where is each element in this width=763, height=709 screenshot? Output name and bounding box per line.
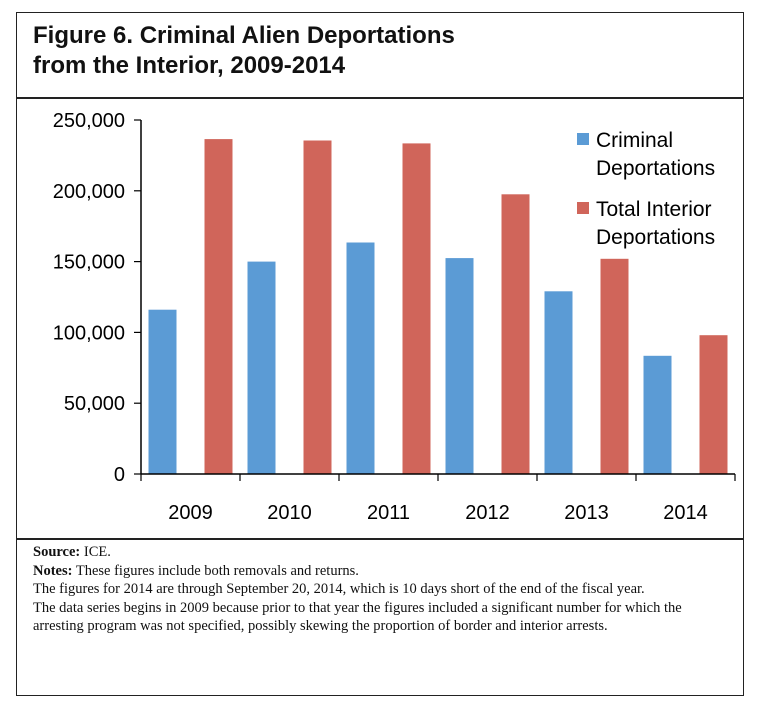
legend-label-total-0: Total Interior (596, 198, 712, 221)
bar-total-2014 (699, 335, 728, 474)
source-label: Source: (33, 544, 81, 560)
figure-title: Figure 6. Criminal Alien Deportations fr… (33, 21, 455, 81)
title-divider (17, 97, 743, 99)
source-line: Source: ICE. (33, 543, 733, 562)
bar-total-2011 (402, 143, 431, 474)
legend-swatch-total (577, 202, 589, 214)
bar-chart: 2009 2010 2011 2012 2013 2014 0 50,000 100,000 15… (53, 110, 736, 524)
bar-criminal-2013 (544, 291, 573, 474)
y-tick-label-200000: 200,000 (53, 181, 125, 203)
bar-criminal-2014 (643, 355, 672, 474)
bar-criminal-2011 (346, 242, 375, 474)
axes-layer: 2009 2010 2011 2012 2013 2014 0 50,000 100,000 15… (53, 110, 736, 524)
bar-total-2010 (303, 140, 332, 474)
x-tick-label-2014: 2014 (663, 502, 708, 524)
bar-criminal-2012 (445, 258, 474, 474)
x-tick-label-2010: 2010 (267, 502, 312, 524)
x-tick-label-2009: 2009 (168, 502, 213, 524)
y-tick-label-150000: 150,000 (53, 252, 125, 274)
legend-label-criminal-0: Criminal (596, 129, 673, 152)
x-tick-label-2011: 2011 (367, 502, 410, 524)
notes-label: Notes: (33, 562, 73, 579)
bar-total-2009 (204, 139, 233, 474)
bar-total-2012 (501, 194, 530, 475)
y-tick-label-100000: 100,000 (53, 322, 125, 344)
notes-line: Notes: These figures include both remova… (33, 562, 733, 581)
note-2014-cutoff: The figures for 2014 are through Septemb… (33, 581, 645, 598)
figure-title-line2: from the Interior, 2009-2014 (33, 52, 346, 79)
legend-label-total-1: Deportations (596, 226, 715, 249)
y-tick-label-250000: 250,000 (53, 110, 125, 132)
y-tick-label-50000: 50,000 (64, 393, 125, 415)
bar-total-2013 (600, 258, 629, 474)
notes-text: These figures include both removals and … (75, 562, 359, 579)
bars-layer (148, 139, 728, 475)
figure-frame: Figure 6. Criminal Alien Deportations fr… (16, 12, 744, 696)
x-tick-label-2012: 2012 (465, 502, 510, 524)
legend-label-criminal-1: Deportations (596, 157, 715, 180)
legend: Criminal Deportations Total Interior Deport… (577, 129, 715, 249)
figure-title-line1: Figure 6. Criminal Alien Deportations (33, 22, 455, 49)
y-tick-label-0: 0 (114, 464, 125, 486)
notes-divider (17, 538, 743, 540)
source-text: ICE. (83, 544, 111, 560)
bar-criminal-2009 (148, 309, 177, 474)
notes-block: Source: ICE. Notes: These figures includ… (33, 543, 733, 636)
note-series-start: The data series begins in 2009 because p… (33, 599, 682, 635)
x-tick-label-2013: 2013 (564, 502, 609, 524)
bar-criminal-2010 (247, 261, 276, 474)
legend-swatch-criminal (577, 133, 589, 145)
